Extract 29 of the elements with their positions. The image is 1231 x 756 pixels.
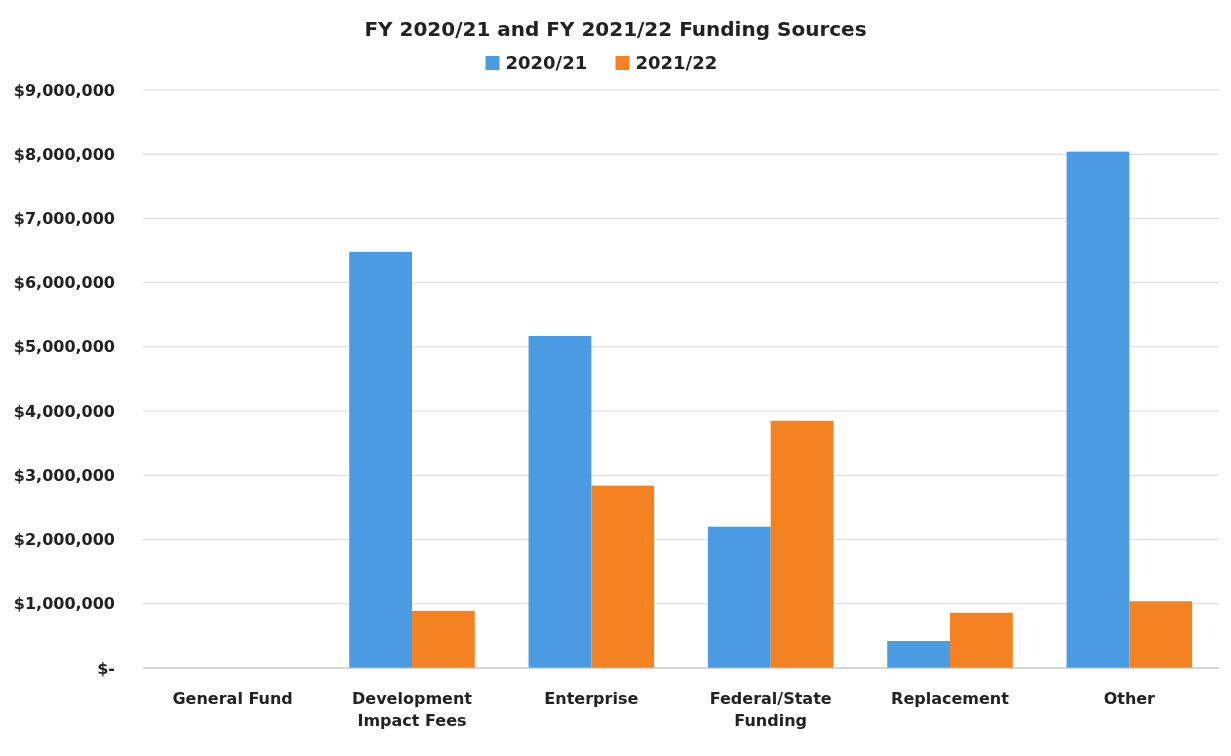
y-tick-label: $4,000,000	[13, 401, 115, 421]
y-tick-label: $-	[97, 658, 115, 678]
x-tick-label: General Fund	[172, 689, 293, 708]
bar	[349, 251, 412, 668]
y-tick-label: $8,000,000	[13, 144, 115, 164]
x-tick-label: Development Impact Fees	[352, 689, 473, 730]
bar	[770, 420, 834, 668]
x-tick-label: Other	[1103, 689, 1156, 708]
y-tick-label: $3,000,000	[13, 465, 115, 485]
x-tick-label: Replacement	[891, 689, 1010, 708]
chart-title: FY 2020/21 and FY 2021/22 Funding Sources	[364, 17, 867, 41]
y-tick-label: $5,000,000	[13, 337, 115, 357]
y-tick-label: $9,000,000	[13, 80, 115, 100]
legend-label: 2020/21	[505, 52, 588, 73]
bar	[528, 335, 592, 668]
bar	[591, 485, 655, 668]
bar	[950, 612, 1013, 668]
bar	[887, 641, 950, 668]
bar	[1129, 601, 1193, 668]
x-tick-label: Federal/State Funding	[709, 689, 832, 730]
y-tick-label: $7,000,000	[13, 209, 115, 229]
y-tick-label: $6,000,000	[13, 273, 115, 293]
y-tick-label: $1,000,000	[13, 594, 115, 614]
bar	[1066, 151, 1130, 668]
y-tick-label: $2,000,000	[13, 530, 115, 550]
legend-label: 2021/22	[635, 52, 718, 73]
bar	[707, 526, 771, 668]
bar	[412, 610, 475, 668]
x-tick-label: Enterprise	[544, 689, 639, 708]
